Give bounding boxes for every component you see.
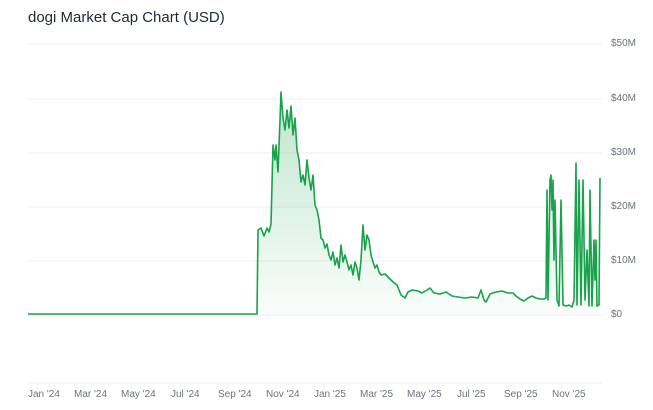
x-tick-label: May '24 xyxy=(121,389,156,400)
x-tick-label: Jul '25 xyxy=(457,389,486,400)
y-tick-label: $0 xyxy=(611,309,623,320)
x-tick-label: Nov '24 xyxy=(266,389,300,400)
chart-title: dogi Market Cap Chart (USD) xyxy=(28,9,225,26)
x-tick-label: Jan '25 xyxy=(314,389,346,400)
y-tick-label: $20M xyxy=(611,201,637,212)
x-tick-label: Sep '25 xyxy=(504,389,538,400)
x-tick-label: Mar '24 xyxy=(74,389,108,400)
y-tick-label: $10M xyxy=(611,255,637,266)
x-tick-label: Jan '24 xyxy=(28,389,60,400)
x-tick-label: Jul '24 xyxy=(171,389,200,400)
area-fill xyxy=(28,92,600,315)
x-tick-label: May '25 xyxy=(407,389,442,400)
market-cap-line xyxy=(28,91,601,315)
x-tick-label: Nov '25 xyxy=(552,389,586,400)
y-tick-label: $50M xyxy=(611,38,637,49)
x-tick-label: Sep '24 xyxy=(218,389,252,400)
y-tick-label: $40M xyxy=(611,93,637,104)
y-tick-label: $30M xyxy=(611,147,637,158)
x-tick-label: Mar '25 xyxy=(360,389,394,400)
